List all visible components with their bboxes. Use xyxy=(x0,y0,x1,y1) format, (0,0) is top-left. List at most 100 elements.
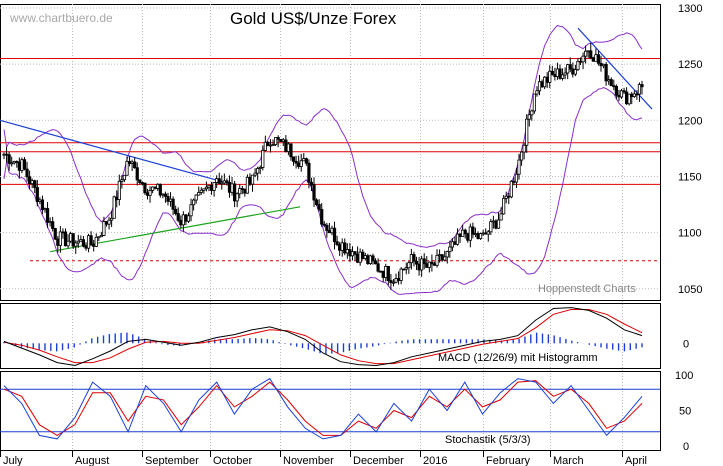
candle-body xyxy=(412,254,416,262)
grid-layer xyxy=(0,4,660,450)
candle-body xyxy=(35,187,39,202)
macd-label: MACD (12/26/9) mit Histogramm xyxy=(438,352,598,364)
candle-body xyxy=(563,72,567,76)
candle-body xyxy=(168,198,173,202)
candles xyxy=(2,43,644,290)
month-label: December xyxy=(353,455,404,466)
candle-body xyxy=(437,254,442,257)
candle-body xyxy=(81,239,86,247)
candle-body xyxy=(384,266,388,278)
candle-body xyxy=(550,70,554,75)
price-tick-label: 1200 xyxy=(678,115,702,127)
candle-body xyxy=(138,179,142,183)
candle-body xyxy=(555,68,560,77)
candle-body xyxy=(30,180,34,185)
stochastic-panel xyxy=(0,377,660,440)
macd-signal-line xyxy=(3,309,643,365)
candle-body xyxy=(194,194,198,201)
month-label: 2016 xyxy=(423,455,447,466)
candle-body xyxy=(391,281,396,284)
price-tick-label: 1250 xyxy=(678,59,702,71)
candle-body xyxy=(279,138,283,142)
candle-body xyxy=(22,159,27,170)
price-tick-label: 1050 xyxy=(678,284,702,296)
candle-body xyxy=(266,141,270,147)
candle-body xyxy=(379,270,383,273)
candle-body xyxy=(207,184,211,188)
candle-body xyxy=(430,261,434,265)
candle-body xyxy=(51,221,55,229)
candle-body xyxy=(20,159,24,171)
candle-body xyxy=(630,93,634,97)
candle-body xyxy=(609,79,613,87)
candle-body xyxy=(463,229,467,235)
watermark: www.chartbuero.de xyxy=(9,11,113,25)
candle-body xyxy=(366,255,370,264)
candle-body xyxy=(466,233,470,241)
candle-body xyxy=(553,74,557,77)
candle-body xyxy=(568,64,572,70)
candle-body xyxy=(61,231,65,234)
candle-body xyxy=(212,182,216,191)
candle-body xyxy=(453,241,457,245)
candle-body xyxy=(253,172,257,176)
candle-body xyxy=(386,266,390,281)
candle-body xyxy=(86,235,91,249)
candle-body xyxy=(112,196,116,219)
candle-body xyxy=(478,233,483,239)
candle-body xyxy=(540,81,544,88)
candle-body xyxy=(10,162,14,165)
candle-body xyxy=(143,182,147,194)
candle-body xyxy=(494,220,498,229)
candle-body xyxy=(455,233,460,245)
stoch-tick-label: 100 xyxy=(675,370,693,382)
candle-body xyxy=(71,233,75,247)
candle-body xyxy=(184,214,188,222)
candle-body xyxy=(240,188,244,190)
candle-body xyxy=(558,68,562,79)
month-label: September xyxy=(145,455,199,466)
candle-body xyxy=(461,229,465,237)
candle-body xyxy=(417,263,421,271)
lower-band xyxy=(3,87,643,295)
candle-body xyxy=(535,90,539,95)
candle-body xyxy=(525,118,529,146)
candle-body xyxy=(601,63,606,67)
candle-body xyxy=(363,255,367,259)
month-label: October xyxy=(213,455,252,466)
candle-body xyxy=(297,162,301,167)
candle-body xyxy=(376,263,380,272)
candle-body xyxy=(227,182,232,193)
candle-body xyxy=(120,179,124,182)
macd-tick-label: 0 xyxy=(683,338,689,350)
candle-body xyxy=(486,231,490,235)
candle-body xyxy=(381,270,385,278)
candle-body xyxy=(399,268,403,281)
candle-body xyxy=(15,160,19,163)
candle-body xyxy=(209,184,214,191)
candle-body xyxy=(28,176,32,185)
candle-body xyxy=(594,54,598,62)
candle-body xyxy=(607,79,611,82)
candle-body xyxy=(245,176,250,194)
candle-body xyxy=(222,180,226,184)
panel-frame-3 xyxy=(0,371,661,451)
candle-body xyxy=(268,144,273,147)
candle-body xyxy=(238,188,242,195)
axis-labels: 1050 1100 1150 1200 1250 1300 0 0 50 100 July Augus… xyxy=(0,3,702,466)
candle-body xyxy=(596,54,601,64)
candle-body xyxy=(202,188,206,191)
candle-body xyxy=(348,249,352,257)
candle-body xyxy=(233,183,237,202)
candle-body xyxy=(43,208,47,211)
candle-body xyxy=(322,223,326,226)
candle-body xyxy=(420,258,424,271)
downtrend-line xyxy=(0,119,233,185)
candle-body xyxy=(197,192,201,196)
candle-body xyxy=(312,184,316,201)
candle-body xyxy=(512,180,516,183)
candle-body xyxy=(427,261,431,268)
candle-body xyxy=(527,114,531,120)
price-tick-label: 1300 xyxy=(678,3,702,15)
candle-body xyxy=(422,258,426,265)
